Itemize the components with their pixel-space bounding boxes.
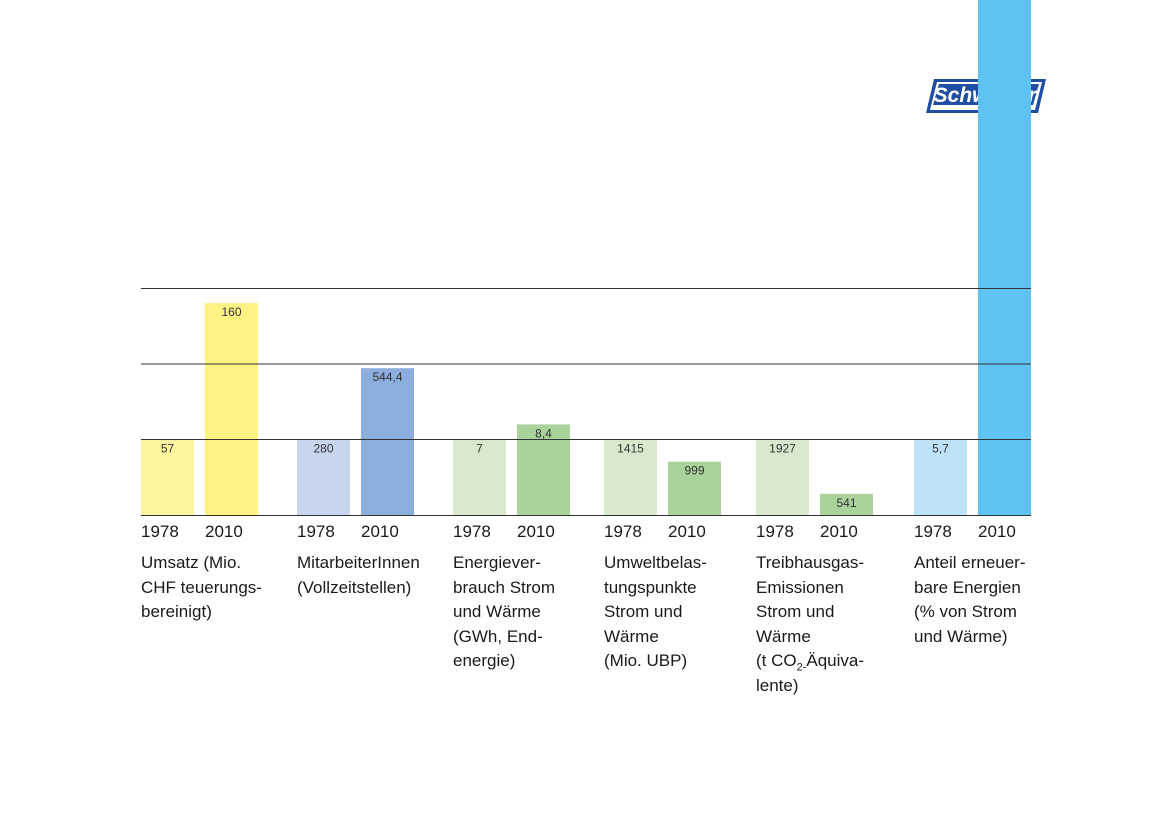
value-label-4-2010: 541: [836, 496, 856, 510]
bar-4-2010: [820, 493, 873, 515]
year-label-0-2010: 2010: [205, 522, 243, 541]
bar-5-1978: [914, 439, 967, 515]
bar-2-1978: [453, 439, 506, 515]
bar-4-1978: [756, 439, 809, 515]
year-label-1-1978: 1978: [297, 522, 335, 541]
value-label-5-1978: 5,7: [932, 442, 949, 456]
caption-indicator-3: Energiever- brauch Strom und Wärme (GWh,…: [453, 553, 556, 670]
year-label-4-2010: 2010: [820, 522, 858, 541]
bar-1-2010: [361, 368, 414, 515]
caption-indicator-2: MitarbeiterInnen (Vollzeitstellen): [297, 553, 420, 597]
year-label-3-1978: 1978: [604, 522, 642, 541]
bar-1-1978: [297, 439, 350, 515]
value-label-2-2010: 8,4: [535, 426, 552, 440]
value-label-0-2010: 160: [221, 305, 241, 319]
caption-indicator-6: Anteil erneuer- bare Energien (% von Str…: [914, 553, 1026, 646]
bar-3-1978: [604, 439, 657, 515]
value-label-0-1978: 57: [161, 442, 175, 456]
year-label-0-1978: 1978: [141, 522, 179, 541]
year-label-2-1978: 1978: [453, 522, 491, 541]
value-label-3-2010: 999: [684, 464, 704, 478]
value-label-3-1978: 1415: [617, 442, 644, 456]
caption-indicator-1: Umsatz (Mio. CHF teuerungs- bereinigt): [141, 553, 262, 621]
year-label-2-2010: 2010: [517, 522, 555, 541]
year-label-5-1978: 1978: [914, 522, 952, 541]
value-label-1-1978: 280: [313, 442, 333, 456]
bar-0-1978: [141, 439, 194, 515]
year-label-1-2010: 2010: [361, 522, 399, 541]
value-label-2-1978: 7: [476, 442, 483, 456]
caption-subscript: 2-: [796, 661, 807, 674]
value-label-1-2010: 544,4: [372, 370, 402, 384]
year-label-3-2010: 2010: [668, 522, 706, 541]
caption-indicator-4: Umweltbelas- tungspunkte Strom und Wärme…: [604, 553, 707, 670]
bar-5-2010: [978, 0, 1031, 515]
caption-indicator-5: Treibhausgas- Emissionen Strom und Wärme…: [756, 553, 865, 695]
value-label-4-1978: 1927: [769, 442, 796, 456]
bar-3-2010: [668, 461, 721, 515]
year-label-4-1978: 1978: [756, 522, 794, 541]
bar-0-2010: [205, 303, 258, 515]
year-label-5-2010: 2010: [978, 522, 1016, 541]
